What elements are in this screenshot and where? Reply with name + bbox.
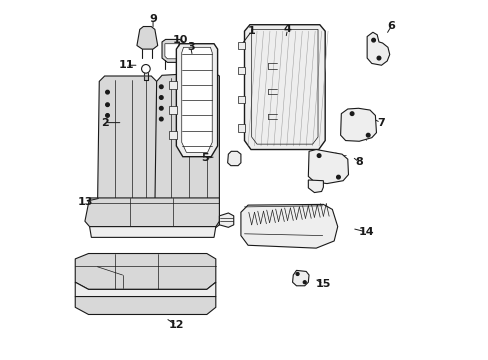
Bar xyxy=(238,42,244,49)
Circle shape xyxy=(159,96,163,99)
Text: 11: 11 xyxy=(118,60,134,70)
Polygon shape xyxy=(164,44,180,59)
Circle shape xyxy=(371,39,375,42)
Text: 13: 13 xyxy=(77,197,92,207)
Polygon shape xyxy=(308,149,348,184)
Polygon shape xyxy=(137,27,158,49)
Text: 4: 4 xyxy=(283,24,291,35)
Text: 15: 15 xyxy=(315,279,330,289)
Circle shape xyxy=(105,114,109,117)
Bar xyxy=(169,106,177,114)
Polygon shape xyxy=(162,40,183,62)
Text: 1: 1 xyxy=(247,26,255,36)
Polygon shape xyxy=(75,253,215,289)
Circle shape xyxy=(366,134,369,137)
Polygon shape xyxy=(75,282,215,304)
Text: 6: 6 xyxy=(387,21,395,31)
Bar xyxy=(238,125,244,132)
Bar xyxy=(238,67,244,74)
Text: 7: 7 xyxy=(376,118,384,128)
Polygon shape xyxy=(244,25,325,149)
Circle shape xyxy=(105,90,109,94)
Circle shape xyxy=(303,281,305,284)
Bar xyxy=(238,96,244,103)
Polygon shape xyxy=(75,297,215,315)
Polygon shape xyxy=(340,108,376,141)
Bar xyxy=(169,131,177,139)
Text: 14: 14 xyxy=(358,227,373,237)
Polygon shape xyxy=(182,47,212,152)
Circle shape xyxy=(142,64,150,73)
Polygon shape xyxy=(292,270,308,286)
Text: 9: 9 xyxy=(149,14,157,24)
Bar xyxy=(169,81,177,89)
Polygon shape xyxy=(366,32,389,65)
Text: 12: 12 xyxy=(168,320,184,330)
Circle shape xyxy=(105,103,109,107)
Circle shape xyxy=(159,117,163,121)
Polygon shape xyxy=(97,76,156,228)
Circle shape xyxy=(317,154,320,157)
Circle shape xyxy=(349,112,353,116)
Polygon shape xyxy=(155,72,219,230)
Text: 8: 8 xyxy=(355,157,363,167)
Polygon shape xyxy=(227,151,241,166)
Text: 10: 10 xyxy=(172,35,187,45)
Polygon shape xyxy=(219,213,233,227)
Text: 2: 2 xyxy=(101,118,108,128)
Circle shape xyxy=(296,273,298,275)
Text: 5: 5 xyxy=(201,153,208,163)
Polygon shape xyxy=(308,180,323,193)
Circle shape xyxy=(376,56,380,60)
Text: 3: 3 xyxy=(186,42,194,52)
Circle shape xyxy=(336,175,340,179)
Circle shape xyxy=(159,85,163,89)
Polygon shape xyxy=(241,204,337,248)
Polygon shape xyxy=(89,226,215,237)
Polygon shape xyxy=(176,44,217,157)
Circle shape xyxy=(159,107,163,110)
Polygon shape xyxy=(85,198,219,226)
